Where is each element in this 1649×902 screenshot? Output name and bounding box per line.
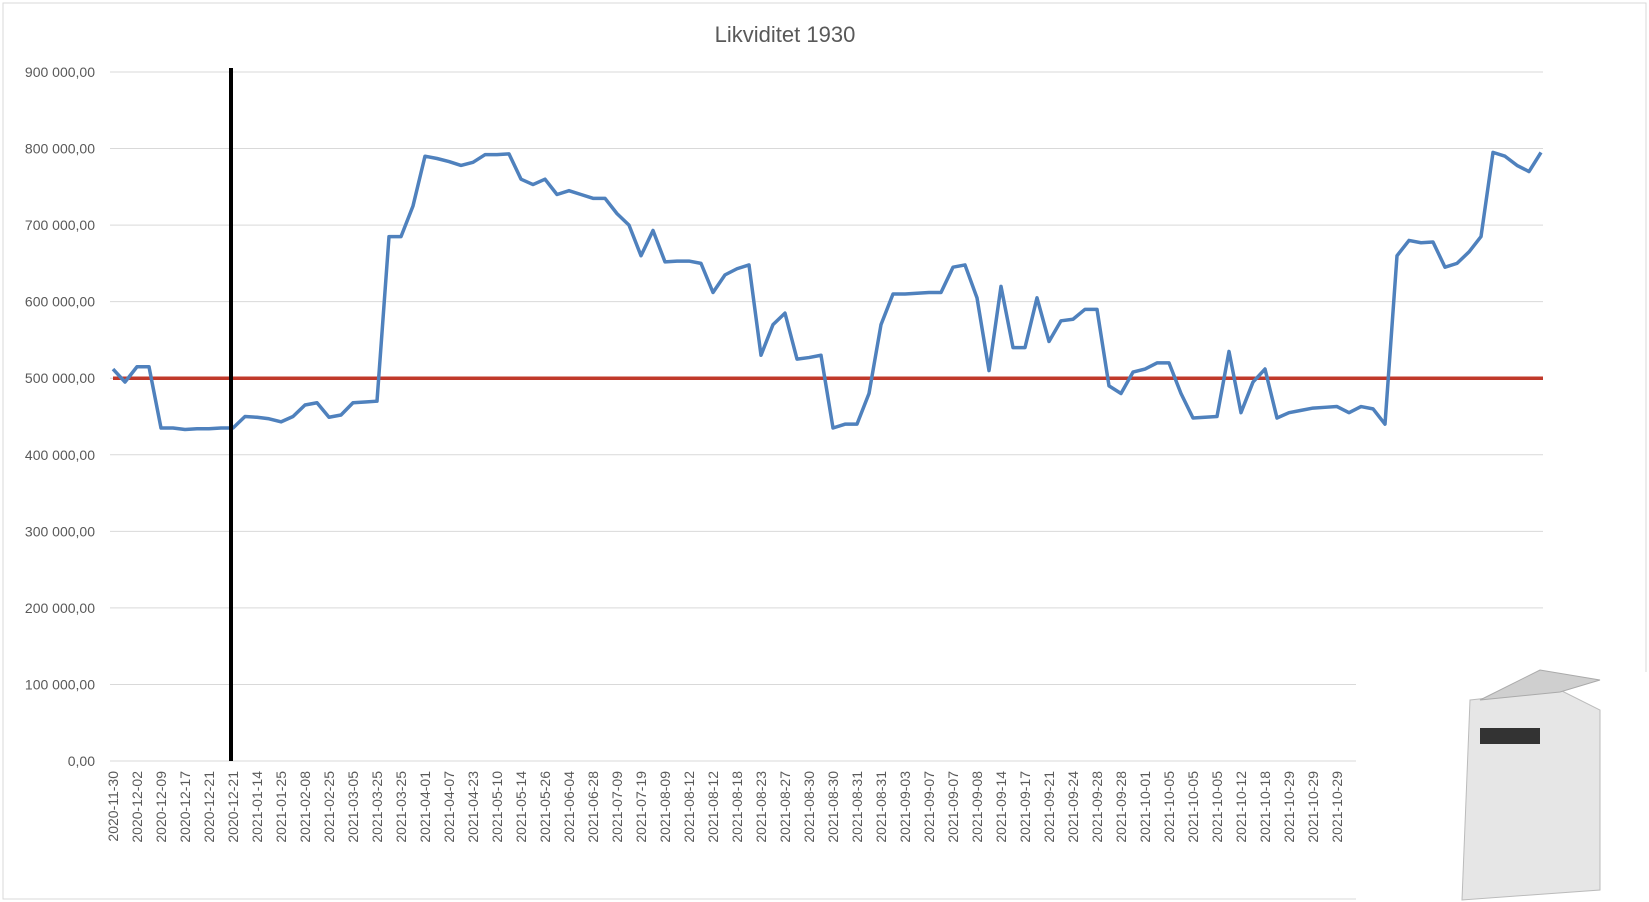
- x-tick-label: 2021-10-18: [1257, 771, 1273, 843]
- x-tick-label: 2021-10-05: [1209, 771, 1225, 843]
- x-tick-label: 2021-08-30: [825, 771, 841, 843]
- x-tick-label: 2021-08-30: [801, 771, 817, 843]
- x-tick-label: 2021-07-09: [609, 771, 625, 843]
- x-tick-label: 2020-12-21: [201, 771, 217, 843]
- x-tick-label: 2021-08-23: [753, 771, 769, 843]
- y-tick-label: 100 000,00: [25, 676, 95, 692]
- x-tick-label: 2021-01-25: [273, 771, 289, 843]
- x-tick-label: 2021-09-14: [993, 771, 1009, 843]
- x-tick-label: 2021-08-31: [849, 771, 865, 843]
- x-tick-label: 2021-08-27: [777, 771, 793, 843]
- printer-image: [1356, 670, 1649, 902]
- chart-title: Likviditet 1930: [715, 22, 856, 47]
- x-tick-label: 2021-08-18: [729, 771, 745, 843]
- x-tick-label: 2021-04-01: [417, 771, 433, 843]
- chart: Likviditet 1930 0,00 100 000,00 200 000,00…: [0, 0, 1649, 902]
- x-tick-label: 2021-09-07: [921, 771, 937, 843]
- y-tick-label: 800 000,00: [25, 141, 95, 157]
- x-tick-label: 2021-10-29: [1305, 771, 1321, 843]
- x-tick-label: 2021-03-05: [345, 771, 361, 843]
- y-tick-label: 400 000,00: [25, 447, 95, 463]
- x-tick-label: 2021-10-05: [1185, 771, 1201, 843]
- y-tick-label: 0,00: [68, 753, 95, 769]
- x-tick-label: 2021-02-08: [297, 771, 313, 843]
- x-tick-label: 2021-05-10: [489, 771, 505, 843]
- x-tick-label: 2021-05-14: [513, 771, 529, 843]
- y-tick-label: 900 000,00: [25, 64, 95, 80]
- x-tick-label: 2021-01-14: [249, 771, 265, 843]
- x-tick-label: 2021-10-01: [1137, 771, 1153, 843]
- x-tick-label: 2021-08-12: [681, 771, 697, 843]
- x-tick-label: 2021-09-28: [1089, 771, 1105, 843]
- x-tick-label: 2021-04-23: [465, 771, 481, 843]
- x-tick-label: 2021-10-05: [1161, 771, 1177, 843]
- x-tick-label: 2021-09-24: [1065, 771, 1081, 843]
- printer-body: [1462, 690, 1600, 900]
- x-tick-label: 2020-12-02: [129, 771, 145, 843]
- x-tick-label: 2020-11-30: [105, 771, 121, 842]
- x-tick-label: 2021-09-21: [1041, 771, 1057, 843]
- x-tick-label: 2021-04-07: [441, 771, 457, 843]
- x-tick-label: 2020-12-17: [177, 771, 193, 843]
- x-tick-label: 2021-03-25: [369, 771, 385, 843]
- y-tick-label: 600 000,00: [25, 294, 95, 310]
- y-tick-label: 700 000,00: [25, 217, 95, 233]
- x-tick-label: 2021-07-19: [633, 771, 649, 843]
- x-tick-label: 2021-06-28: [585, 771, 601, 843]
- x-tick-label: 2020-12-21: [225, 771, 241, 843]
- x-tick-label: 2021-10-29: [1281, 771, 1297, 843]
- x-tick-label: 2021-08-09: [657, 771, 673, 843]
- x-tick-label: 2021-08-12: [705, 771, 721, 843]
- y-tick-label: 200 000,00: [25, 600, 95, 616]
- y-tick-label: 500 000,00: [25, 370, 95, 386]
- y-tick-label: 300 000,00: [25, 523, 95, 539]
- x-tick-label: 2021-09-07: [945, 771, 961, 843]
- x-tick-label: 2021-06-04: [561, 771, 577, 843]
- x-tick-label: 2021-08-31: [873, 771, 889, 843]
- x-tick-label: 2021-05-26: [537, 771, 553, 843]
- printer-panel: [1480, 728, 1540, 744]
- x-tick-label: 2021-10-29: [1329, 771, 1345, 843]
- x-tick-label: 2021-10-12: [1233, 771, 1249, 843]
- x-tick-label: 2021-02-25: [321, 771, 337, 843]
- x-tick-label: 2021-03-25: [393, 771, 409, 843]
- x-tick-label: 2021-09-28: [1113, 771, 1129, 843]
- x-tick-label: 2021-09-17: [1017, 771, 1033, 843]
- x-tick-label: 2021-09-03: [897, 771, 913, 843]
- x-tick-label: 2021-09-08: [969, 771, 985, 843]
- x-tick-label: 2020-12-09: [153, 771, 169, 843]
